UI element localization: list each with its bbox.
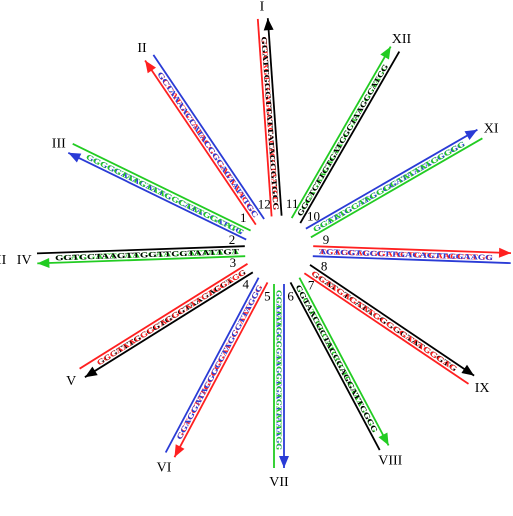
arrowhead: [84, 366, 98, 378]
sequence-text: GCAATAGCCGTAGCTGACTTAAAGC: [274, 290, 283, 450]
arrowhead: [464, 129, 478, 140]
junction-number: 5: [264, 289, 271, 304]
arm-label: VI: [157, 460, 172, 475]
arm-label: VII: [269, 475, 289, 490]
arm-7: GCAATAGCCGTAGCTGACTTAAAGCCGTTATCGGCATCGA…: [269, 284, 294, 490]
strand-green: [310, 137, 483, 239]
strand-red: [303, 272, 470, 385]
arrowhead: [380, 46, 391, 60]
junction-number: 1: [240, 210, 247, 225]
arrowhead: [37, 258, 50, 268]
arms-layer: GTTCAGTTCAGGCACACTCGTAATCCGGGATTGGGTTATT…: [17, 0, 512, 490]
arrowhead: [461, 364, 475, 376]
arm-label: I: [260, 0, 265, 15]
arm-5: GCGTTTGCCGTGCGTAAGACCTCGCGCAAACGGCACGCAT…: [66, 263, 254, 389]
strand-green: [37, 255, 246, 265]
arm-8: GCCATTGCGATGGCTCCTAAGCGGCGTAACGCTACCGAGG…: [289, 277, 403, 468]
strand-blue: [164, 277, 260, 453]
junction-number: 4: [242, 277, 249, 292]
strand-red: [79, 263, 248, 370]
strand-blue: [67, 151, 247, 241]
junction-number: 7: [308, 278, 315, 293]
strand-blue: [312, 255, 511, 264]
junction-number: 8: [321, 258, 328, 273]
arm-3: GCGGCATACATTGCCATACCATGGCGCCGTATGTAACGCT…: [52, 137, 251, 247]
junction-number: 3: [230, 255, 237, 270]
arm-4: CCAGGATTCAACCAAGCATTAACAGGTCCTAAGTTGGTTC…: [17, 245, 246, 270]
arrowhead: [68, 152, 82, 163]
arrowhead: [145, 60, 156, 74]
junction-number: 10: [307, 209, 320, 224]
arm-12: CCGAGAACACTAGCGATTCGGTAGCGGCTCTTGTGATCGC…: [286, 32, 412, 224]
strand-blue: [305, 128, 478, 230]
arm-label: XI: [484, 122, 499, 137]
strand-green: [298, 277, 390, 446]
edge-label: II: [0, 253, 7, 268]
strand-red: [144, 59, 257, 226]
arm-6: GCTCCTATGCCGGATCGCAATCCGCGAGGATACGGCCTAG…: [157, 277, 271, 475]
arrowhead: [498, 247, 511, 258]
arm-label: V: [66, 374, 76, 389]
strand-black: [266, 18, 283, 216]
strand-red: [313, 245, 512, 254]
strand-red: [256, 18, 273, 217]
junction-number: 11: [286, 196, 299, 211]
arm-label: II: [137, 41, 147, 56]
arm-9: GCATCTCATACGGGCTATCCGTGCGTAGAGTATGCCCGAT…: [303, 258, 490, 396]
strand-black: [289, 281, 381, 451]
arm-1: GTTCAGTTCAGGCACACTCGTAATCCGGGATTGGGTTATT…: [256, 0, 283, 217]
sequence-text: CGTTATCGGCATCGACTGAATTTCG: [274, 290, 283, 450]
arm-label: IV: [17, 253, 32, 268]
arm-label: III: [52, 137, 66, 152]
strand-black: [84, 271, 254, 378]
arrowhead: [378, 432, 389, 446]
arm-label: VIII: [378, 453, 402, 468]
strand-blue: [152, 54, 265, 220]
arrowhead: [263, 18, 274, 31]
strand-black: [309, 264, 475, 377]
strand-red: [173, 281, 269, 458]
junction-number: 6: [287, 289, 294, 304]
strand-black: [36, 245, 245, 255]
strand-green: [72, 142, 251, 232]
arm-label: XII: [392, 32, 412, 47]
arrowhead: [279, 456, 289, 468]
arm-2: GCCATGGTATACGCGATAAACGCGCTAAAACCATACCGCA…: [137, 41, 265, 226]
junction-number: 9: [323, 232, 330, 247]
strand-black: [299, 51, 401, 224]
junction-number: 12: [258, 196, 271, 211]
arm-10: TGAGCACGGAACTGTCAACCTTGCACTCGTGCCTTGACAG…: [312, 232, 512, 264]
sequence-text: GGATTGGGTTATTATAGCGTGCC: [259, 36, 280, 210]
arm-label: IX: [475, 381, 490, 396]
arm-11: GCTTAGCATGCCGATAATACGCGGCGAATCGTACGGCTAT…: [305, 122, 499, 239]
junction-number: 2: [229, 232, 236, 247]
arrowhead: [174, 444, 185, 458]
strand-green: [290, 46, 392, 219]
